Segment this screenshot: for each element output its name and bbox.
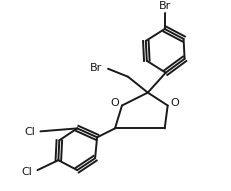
Text: Cl: Cl: [24, 127, 35, 137]
Text: Cl: Cl: [21, 167, 32, 177]
Text: Br: Br: [89, 63, 102, 73]
Text: Br: Br: [158, 1, 170, 11]
Text: O: O: [170, 98, 178, 108]
Text: O: O: [110, 98, 119, 108]
